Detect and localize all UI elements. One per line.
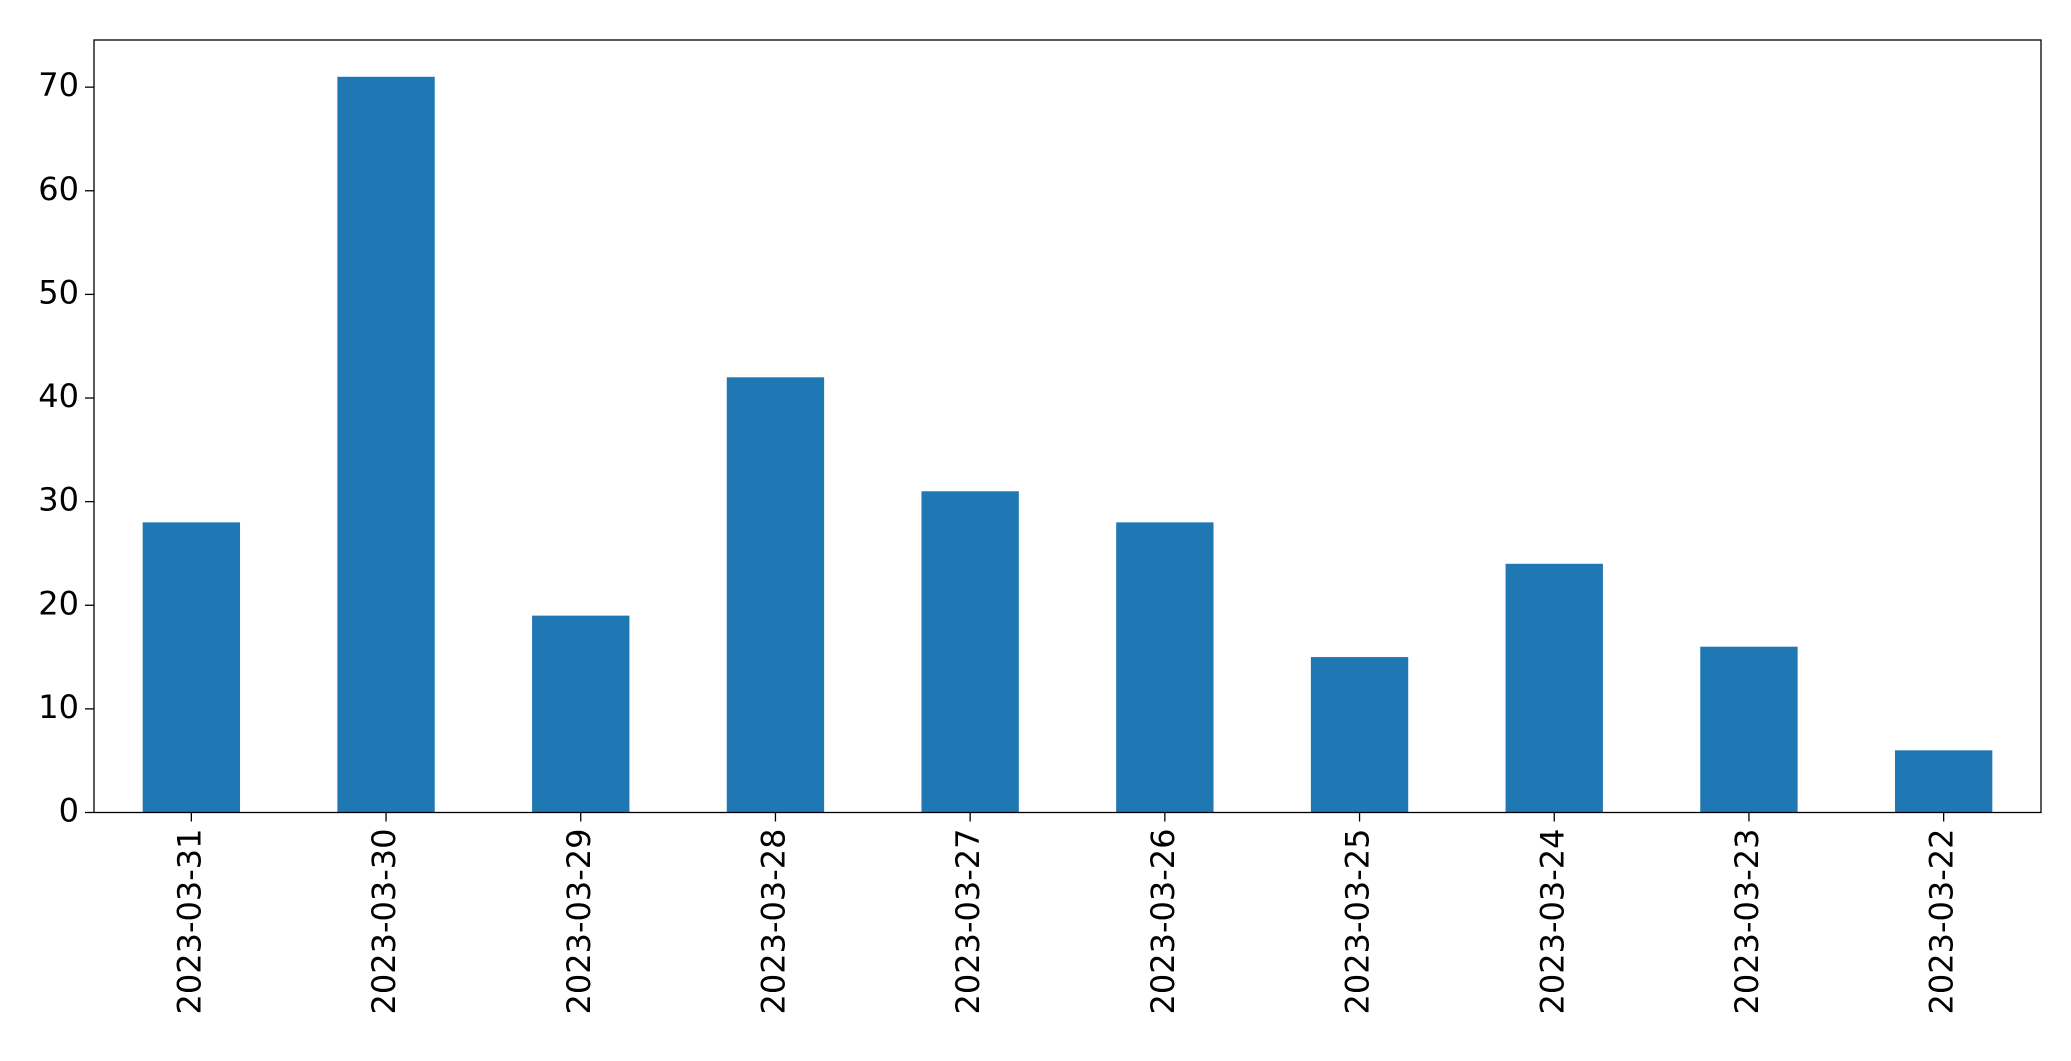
bar (1894, 750, 1993, 813)
plot-frame (93, 39, 2042, 814)
bar (337, 76, 435, 813)
y-tick-label: 60 (38, 170, 79, 208)
bar (532, 615, 630, 813)
bar (726, 377, 825, 813)
bar (1116, 522, 1214, 813)
x-tick-label: 2023-03-30 (365, 829, 403, 1015)
bar (142, 522, 241, 813)
x-tick-label: 2023-03-27 (949, 829, 987, 1015)
x-tick-label: 2023-03-22 (1923, 828, 1961, 1014)
bar (921, 491, 1019, 813)
x-tick-label: 2023-03-23 (1728, 829, 1766, 1015)
y-tick-label: 0 (59, 792, 79, 830)
y-tick-label: 50 (38, 273, 79, 311)
y-tick-label: 10 (38, 688, 79, 726)
bar (1700, 646, 1798, 813)
x-tick-label: 2023-03-25 (1339, 829, 1377, 1015)
x-tick-label: 2023-03-28 (754, 829, 792, 1015)
y-tick-label: 20 (38, 584, 79, 622)
x-tick-label: 2023-03-24 (1533, 829, 1571, 1015)
x-tick-label: 2023-03-31 (170, 829, 208, 1015)
y-tick-label: 40 (38, 377, 79, 415)
y-tick-label: 70 (38, 66, 79, 104)
x-tick-label: 2023-03-29 (560, 829, 598, 1015)
y-tick-label: 30 (38, 481, 79, 519)
x-tick-label: 2023-03-26 (1144, 829, 1182, 1015)
bar (1505, 563, 1603, 813)
bar (1310, 657, 1409, 813)
